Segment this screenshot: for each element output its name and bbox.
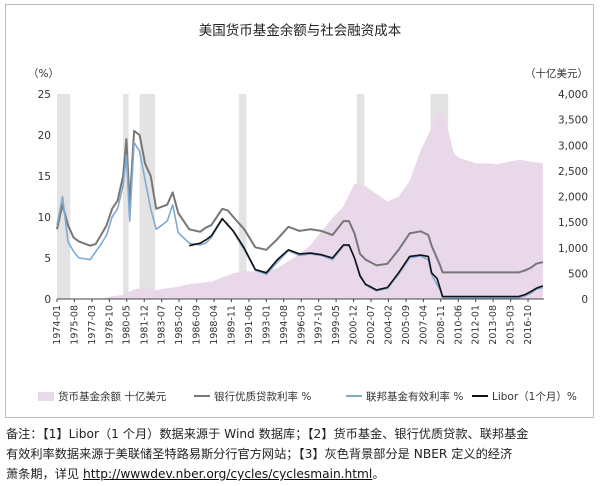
series-line-3 <box>189 217 544 298</box>
x-tick-label: 2004-02 <box>383 305 394 345</box>
left-tick-label: 10 <box>38 212 51 224</box>
right-tick-label: 4,000 <box>558 89 588 101</box>
right-tick-label: 3,500 <box>558 115 588 127</box>
x-tick-label: 1996-03 <box>296 305 307 345</box>
legend-label-0: 货币基金余额 十亿美元 <box>58 390 167 403</box>
footnote: 备注：【1】Libor（1 个月）数据来源于 Wind 数据库；【2】货币基金、… <box>6 424 596 484</box>
x-tick-label: 2000-12 <box>349 305 360 345</box>
x-tick-label: 1986-09 <box>192 305 203 345</box>
x-tick-label: 1983-07 <box>157 305 168 345</box>
footnote-line-2: 有效利率数据来源于美联储圣特路易斯分行官方网站；【3】灰色背景部分是 NBER … <box>6 447 513 461</box>
right-tick-label: 2,000 <box>558 192 588 204</box>
x-tick-label: 1997-10 <box>314 305 325 345</box>
money-fund-area <box>57 110 543 300</box>
x-tick-label: 1980-05 <box>122 305 133 345</box>
recession-band-2 <box>139 94 156 299</box>
x-tick-label: 1978-10 <box>104 305 115 345</box>
right-tick-label: 0 <box>581 294 588 306</box>
left-tick-label: 25 <box>38 89 51 101</box>
x-tick-label: 2007-04 <box>418 305 429 345</box>
x-tick-label: 1993-01 <box>261 305 272 345</box>
x-tick-label: 2008-11 <box>436 305 447 345</box>
x-tick-label: 2016-10 <box>523 305 534 345</box>
axes: 0 5 10 15 20 25 0 500 1,000 1,500 2,000 2,500 3,000 3… <box>38 89 588 345</box>
series-area-0 <box>57 110 543 300</box>
left-tick-label: 15 <box>38 171 51 183</box>
x-tick-label: 2002-07 <box>366 305 377 345</box>
x-tick-label: 1974-01 <box>52 305 63 345</box>
footnote-line-1: 备注：【1】Libor（1 个月）数据来源于 Wind 数据库；【2】货币基金、… <box>6 427 529 441</box>
x-tick-label: 2015-03 <box>506 305 517 345</box>
series-line-1 <box>56 129 544 274</box>
x-tick-label: 1994-08 <box>279 305 290 345</box>
recession-band-0 <box>57 94 71 299</box>
x-tick-label: 2010-06 <box>453 305 464 345</box>
legend: 货币基金余额 十亿美元 银行优质贷款利率 % 联邦基金有效利率 % Libor（1个月… <box>38 390 577 403</box>
left-tick-label: 20 <box>38 130 51 142</box>
legend-label-3: Libor（1个月）% <box>492 391 577 403</box>
footnote-line-3-prefix: 萧条期，详见 <box>6 467 83 481</box>
chart-svg: 美国货币基金余额与社会融资成本 （%） （十亿美元） 0 5 10 15 20 25 0 50… <box>28 22 588 403</box>
x-tick-label: 1975-08 <box>69 305 80 345</box>
chart-frame: 美国货币基金余额与社会融资成本 （%） （十亿美元） 0 5 10 15 20 25 0 50… <box>5 4 594 418</box>
x-tick-label: 1981-12 <box>139 305 150 345</box>
x-tick-label: 1977-03 <box>87 305 98 345</box>
x-tick-label: 1989-11 <box>226 305 237 345</box>
recession-band-1 <box>123 94 129 299</box>
right-tick-label: 500 <box>568 268 588 280</box>
right-axis-unit: （十亿美元） <box>525 67 588 80</box>
footnote-line-3: 萧条期，详见 http://wwwdev.nber.org/cycles/cyc… <box>6 464 596 484</box>
left-tick-label: 5 <box>44 253 51 265</box>
recession-band-3 <box>238 94 247 299</box>
right-tick-label: 1,000 <box>558 243 588 255</box>
x-tick-label: 2005-09 <box>401 305 412 345</box>
right-tick-label: 3,000 <box>558 140 588 152</box>
nber-link[interactable]: http://wwwdev.nber.org/cycles/cyclesmain… <box>83 467 373 481</box>
legend-swatch-0 <box>38 392 54 401</box>
legend-label-2: 联邦基金有效利率 % <box>366 390 463 403</box>
x-tick-label: 1991-06 <box>244 305 255 345</box>
chart-title: 美国货币基金余额与社会融资成本 <box>199 22 402 39</box>
x-tick-label: 2013-08 <box>488 305 499 345</box>
footnote-line-3-suffix: 。 <box>372 467 385 481</box>
right-tick-label: 2,500 <box>558 166 588 178</box>
x-tick-label: 1988-04 <box>209 305 220 345</box>
x-tick-label: 2012-01 <box>471 305 482 345</box>
x-tick-label: 1985-02 <box>174 305 185 345</box>
legend-label-1: 银行优质贷款利率 % <box>214 390 311 403</box>
left-tick-label: 0 <box>44 294 51 306</box>
x-tick-label: 1999-05 <box>331 305 342 345</box>
left-axis-unit: （%） <box>28 68 59 80</box>
right-tick-label: 1,500 <box>558 217 588 229</box>
rate-lines <box>56 129 544 299</box>
